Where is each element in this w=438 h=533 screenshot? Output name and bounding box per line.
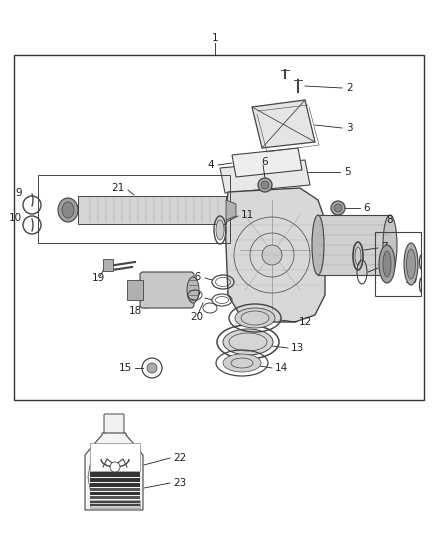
Ellipse shape xyxy=(312,215,324,275)
Bar xyxy=(127,280,143,300)
Ellipse shape xyxy=(223,329,273,355)
Bar xyxy=(90,501,140,503)
Bar xyxy=(90,472,140,477)
Ellipse shape xyxy=(216,220,224,240)
Text: 9: 9 xyxy=(411,253,418,263)
Bar xyxy=(90,496,140,499)
Circle shape xyxy=(110,462,120,472)
Polygon shape xyxy=(252,100,315,148)
Text: 16: 16 xyxy=(189,272,202,282)
Text: 6: 6 xyxy=(363,203,370,213)
Bar xyxy=(90,483,140,487)
Ellipse shape xyxy=(58,198,78,222)
Text: 21: 21 xyxy=(112,183,125,193)
Text: 19: 19 xyxy=(92,273,105,283)
Bar xyxy=(90,443,140,471)
Polygon shape xyxy=(232,148,302,177)
Bar xyxy=(318,215,390,275)
Text: 11: 11 xyxy=(241,210,254,220)
Ellipse shape xyxy=(187,277,199,303)
Circle shape xyxy=(262,245,282,265)
Text: 2: 2 xyxy=(346,83,353,93)
Polygon shape xyxy=(226,200,236,220)
Text: 18: 18 xyxy=(129,306,142,316)
Text: 6: 6 xyxy=(261,157,268,167)
Text: 9: 9 xyxy=(15,188,22,198)
Bar xyxy=(90,504,140,506)
Text: 15: 15 xyxy=(119,363,132,373)
Text: 3: 3 xyxy=(346,123,353,133)
Text: 11: 11 xyxy=(381,262,394,272)
Bar xyxy=(90,492,140,495)
Ellipse shape xyxy=(62,202,74,218)
Ellipse shape xyxy=(406,249,416,279)
Ellipse shape xyxy=(383,251,391,277)
Ellipse shape xyxy=(383,215,397,275)
Bar xyxy=(90,478,140,482)
Text: 10: 10 xyxy=(405,275,418,285)
Bar xyxy=(90,500,140,508)
Bar xyxy=(90,488,140,491)
Text: 7: 7 xyxy=(381,242,388,252)
Polygon shape xyxy=(220,160,310,193)
Polygon shape xyxy=(85,433,143,510)
Bar xyxy=(14,55,424,400)
Bar xyxy=(38,175,230,243)
Text: 20: 20 xyxy=(191,312,204,322)
FancyBboxPatch shape xyxy=(140,272,194,308)
Bar xyxy=(78,196,226,224)
FancyBboxPatch shape xyxy=(104,414,124,434)
Circle shape xyxy=(331,201,345,215)
Ellipse shape xyxy=(223,354,261,372)
Text: 10: 10 xyxy=(9,213,22,223)
Text: 14: 14 xyxy=(275,363,288,373)
Circle shape xyxy=(261,181,269,189)
Ellipse shape xyxy=(355,247,361,265)
Bar xyxy=(375,232,421,296)
Text: 4: 4 xyxy=(207,160,214,170)
Ellipse shape xyxy=(404,243,418,285)
Text: 22: 22 xyxy=(173,453,186,463)
Text: 17: 17 xyxy=(189,292,202,302)
Circle shape xyxy=(147,363,157,373)
Polygon shape xyxy=(225,188,325,322)
Text: 5: 5 xyxy=(344,167,351,177)
Text: 8: 8 xyxy=(387,215,393,225)
Text: 23: 23 xyxy=(173,478,186,488)
Ellipse shape xyxy=(235,308,275,328)
Text: 13: 13 xyxy=(291,343,304,353)
Circle shape xyxy=(334,204,342,212)
Ellipse shape xyxy=(379,245,395,283)
Text: 1: 1 xyxy=(212,33,218,43)
Bar xyxy=(103,259,113,271)
Circle shape xyxy=(258,178,272,192)
Text: 12: 12 xyxy=(299,317,312,327)
